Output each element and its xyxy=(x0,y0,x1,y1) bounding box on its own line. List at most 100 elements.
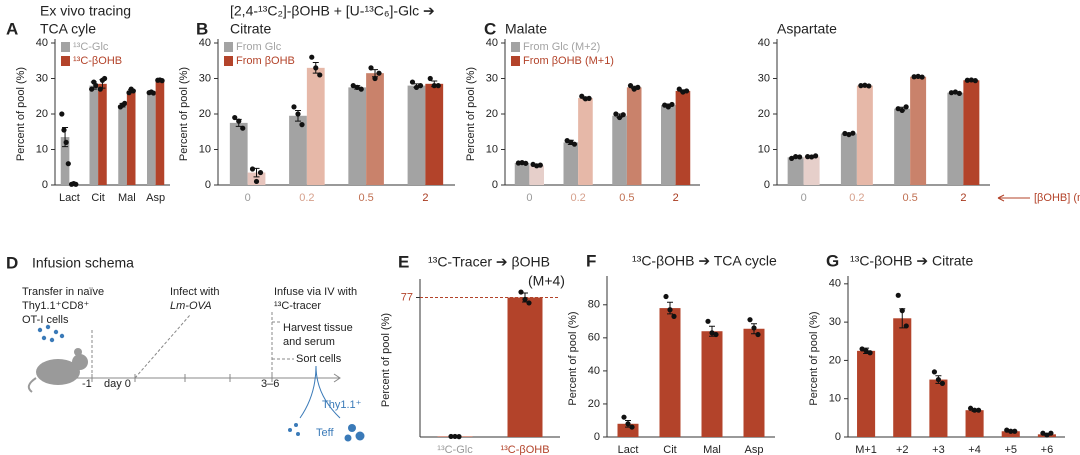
bar xyxy=(857,350,876,437)
x-tick-label: +4 xyxy=(968,444,981,455)
y-tick-label: 40 xyxy=(588,365,600,377)
bar xyxy=(507,297,543,437)
data-point xyxy=(939,380,946,386)
data-point xyxy=(627,83,634,89)
panel-header: [2,4-¹³C₂]-βOHB + [U-¹³C₆]-Glc ➔ xyxy=(230,3,435,19)
bar xyxy=(425,83,444,185)
x-tick-label: ¹³C-βOHB xyxy=(500,444,549,455)
bar xyxy=(787,157,804,185)
bar xyxy=(407,85,426,185)
bar xyxy=(155,80,165,185)
step-text: ¹³C-tracer xyxy=(274,300,321,312)
bar xyxy=(366,73,384,185)
step-text: and serum xyxy=(283,336,335,348)
legend-swatch xyxy=(61,56,70,66)
cell-dots xyxy=(37,324,365,442)
x-tick-label: +2 xyxy=(896,444,909,455)
bar xyxy=(126,90,136,185)
bar xyxy=(675,90,691,185)
y-tick-label: 10 xyxy=(758,143,770,155)
y-tick-label: 0 xyxy=(205,179,211,191)
y-tick-label: 30 xyxy=(36,72,48,84)
panel-header: Ex vivo tracing xyxy=(40,3,131,19)
y-axis-label: Percent of pool (%) xyxy=(15,67,27,161)
y-tick-label: 30 xyxy=(758,72,770,84)
x-tick-label: 0 xyxy=(526,192,532,204)
x-tick-label: +6 xyxy=(1041,444,1054,455)
step-text: Thy1.1⁺CD8⁺ xyxy=(22,300,89,312)
bar xyxy=(947,92,964,185)
y-tick-label: 40 xyxy=(758,37,770,49)
data-point xyxy=(805,154,811,160)
data-point xyxy=(368,65,374,71)
y-tick-label: 0 xyxy=(764,179,770,191)
bar xyxy=(514,162,530,185)
data-point xyxy=(101,75,108,82)
data-point xyxy=(859,346,865,352)
step-text: Infuse via IV with xyxy=(274,286,357,298)
bar xyxy=(965,410,984,437)
chart-title: ¹³C-βOHB ➔ Citrate xyxy=(850,253,973,269)
marker-label: Thy1.1⁺ xyxy=(322,399,362,411)
x-tick-label: 0 xyxy=(801,192,807,204)
data-point xyxy=(253,178,260,185)
bar xyxy=(289,115,307,185)
data-point xyxy=(964,77,970,83)
data-point xyxy=(73,181,79,187)
data-point xyxy=(895,292,901,298)
data-point xyxy=(755,331,761,338)
panel-letter: D xyxy=(6,253,18,272)
x-tick-label: Asp xyxy=(745,444,764,455)
data-point xyxy=(935,376,942,383)
bar xyxy=(563,142,579,185)
bar xyxy=(894,108,911,185)
chart-title: TCA cyle xyxy=(40,21,96,37)
data-point xyxy=(522,296,528,302)
data-point xyxy=(793,154,799,160)
data-point xyxy=(59,111,65,117)
mouse-icon xyxy=(27,348,88,393)
data-point xyxy=(665,104,671,110)
x-tick-label: Lact xyxy=(618,444,639,455)
data-point xyxy=(295,111,301,117)
bar xyxy=(803,156,820,185)
data-point xyxy=(257,169,264,176)
x-tick-label: ¹³C-Glc xyxy=(437,444,473,455)
data-point xyxy=(842,130,848,137)
data-point xyxy=(409,79,416,85)
data-point xyxy=(456,434,462,440)
legend-swatch xyxy=(224,42,233,52)
y-tick-label: 60 xyxy=(588,332,600,344)
data-point xyxy=(1008,428,1014,434)
bar xyxy=(910,76,927,185)
x-annotation: [βOHB] (mM) xyxy=(1034,192,1080,204)
legend-swatch xyxy=(511,42,520,52)
y-tick-label: 40 xyxy=(36,37,48,49)
y-tick-label: 20 xyxy=(199,108,211,120)
data-point xyxy=(667,307,673,313)
y-tick-label: 80 xyxy=(588,299,600,311)
bar xyxy=(98,83,107,185)
data-point xyxy=(895,106,901,112)
y-axis-label: Percent of pool (%) xyxy=(178,67,190,161)
data-point xyxy=(89,86,95,92)
data-point xyxy=(813,153,819,159)
data-point xyxy=(1004,427,1010,433)
data-point xyxy=(846,131,852,138)
bar xyxy=(612,115,627,185)
data-point xyxy=(952,89,958,95)
data-point xyxy=(956,90,962,97)
data-point xyxy=(676,86,682,92)
y-axis-label: Percent of pool (%) xyxy=(808,311,820,405)
y-tick-label: 20 xyxy=(829,354,841,366)
data-point xyxy=(867,350,873,356)
bar xyxy=(840,133,857,185)
y-axis-label: Percent of pool (%) xyxy=(465,67,477,161)
y-tick-label: 10 xyxy=(486,143,498,155)
data-point xyxy=(911,74,917,80)
cells-label: Teff xyxy=(316,427,334,439)
panel-letter: C xyxy=(484,19,496,38)
step-text: OT-I cells xyxy=(22,314,69,326)
x-tick-label: Lact xyxy=(59,192,80,204)
data-point xyxy=(93,83,99,89)
